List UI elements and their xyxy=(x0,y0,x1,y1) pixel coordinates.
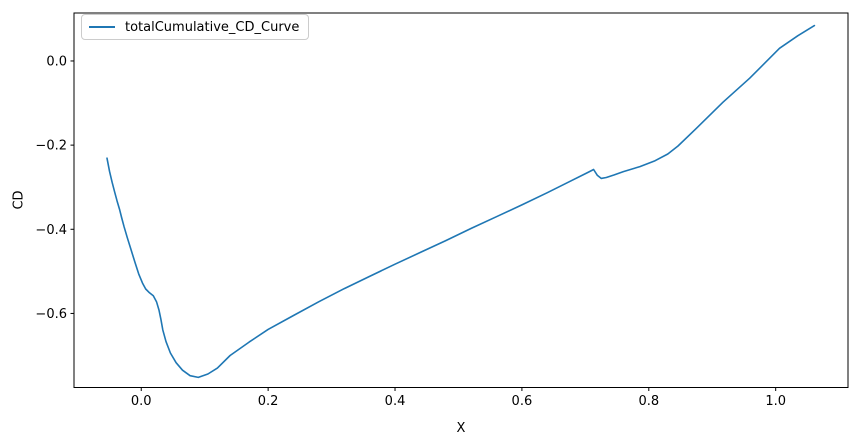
y-tick-label: −0.6 xyxy=(35,307,67,322)
x-tick-label: 0.6 xyxy=(512,394,533,409)
legend-entry-label: totalCumulative_CD_Curve xyxy=(125,19,300,35)
x-axis-title: X xyxy=(456,421,466,436)
y-tick-label: −0.2 xyxy=(35,139,67,154)
x-tick-label: 0.0 xyxy=(131,394,152,409)
y-tick-label: 0.0 xyxy=(46,54,67,69)
x-tick-label: 1.0 xyxy=(765,394,786,409)
y-axis-title: CD xyxy=(11,190,27,210)
plot-border xyxy=(73,12,849,388)
legend-line-sample xyxy=(89,26,115,28)
x-tick-label: 0.2 xyxy=(258,394,279,409)
legend-box: totalCumulative_CD_Curve xyxy=(81,14,310,40)
data-line-totalCumulative-CD-Curve xyxy=(106,24,816,379)
x-tick-label: 0.8 xyxy=(638,394,659,409)
y-tick-label: −0.4 xyxy=(35,223,67,238)
x-tick-label: 0.4 xyxy=(385,394,406,409)
